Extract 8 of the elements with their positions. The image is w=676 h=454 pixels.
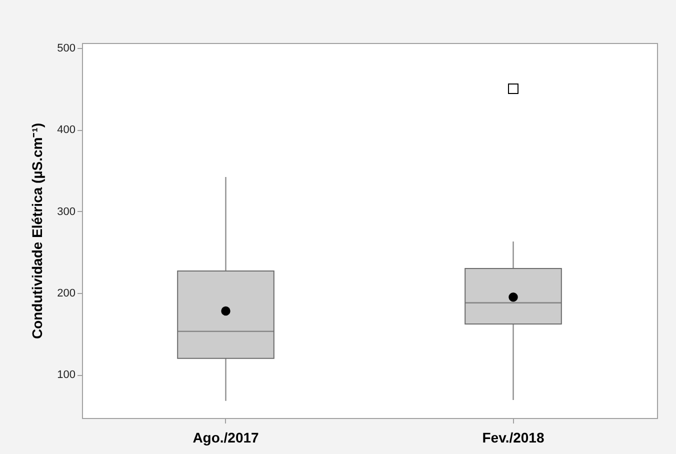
y-tick-label: 500: [57, 42, 76, 54]
y-tick-label: 400: [57, 124, 76, 136]
x-tick-label: Ago./2017: [192, 430, 260, 446]
y-tick-label: 300: [57, 206, 76, 218]
x-tick-label: Fev./2018: [482, 430, 544, 446]
y-axis-title: Condutividade Elétrica (µS.cm⁻¹): [29, 122, 46, 340]
y-tick-label: 200: [57, 288, 76, 300]
y-tick-label: 100: [57, 369, 76, 382]
